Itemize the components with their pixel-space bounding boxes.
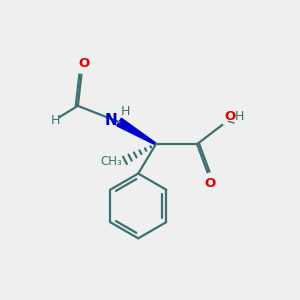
Text: CH₃: CH₃ [101, 155, 123, 168]
Text: O: O [79, 58, 90, 70]
Text: H: H [235, 110, 244, 124]
Polygon shape [117, 118, 156, 145]
Text: H: H [121, 105, 130, 118]
Text: O: O [224, 110, 236, 123]
Text: N: N [104, 113, 117, 128]
Text: H: H [50, 114, 60, 127]
Text: O: O [205, 177, 216, 190]
